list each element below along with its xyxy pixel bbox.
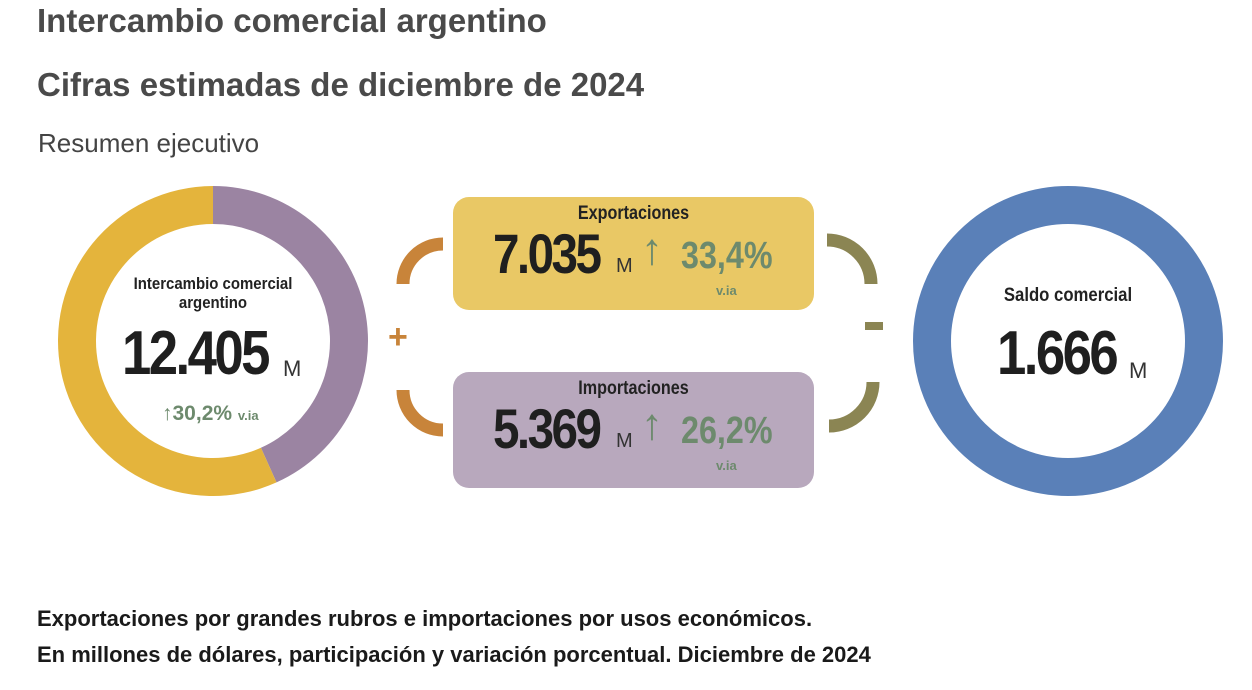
bracket-bottom-right: [828, 381, 880, 433]
saldo-unit: M: [1129, 358, 1148, 383]
page-subtitle: Cifras estimadas de diciembre de 2024: [37, 66, 645, 103]
exports-label: Exportaciones: [577, 203, 690, 224]
imports-box: Importaciones 5.369 M ↑ 26,2% v.ia: [453, 372, 814, 488]
intercambio-value-wrap: 12.405: [122, 318, 294, 389]
footer-line-1: Exportaciones por grandes rubros e impor…: [37, 606, 813, 631]
saldo-value-wrap: 1.666: [997, 318, 1137, 389]
intercambio-variation: ↑30,2% v.ia: [162, 402, 259, 426]
saldo-value: 1.666: [997, 319, 1119, 388]
imports-variation: 26,2%: [681, 410, 773, 452]
arrow-up-icon: ↑: [641, 225, 663, 274]
bracket-top-right: [826, 233, 878, 285]
imports-label: Importaciones: [578, 378, 689, 399]
imports-unit: M: [616, 430, 633, 452]
section-title: Resumen ejecutivo: [38, 128, 260, 158]
minus-brackets: [826, 233, 880, 433]
arrow-up-icon: ↑: [641, 400, 663, 449]
donut-slice-exportaciones: [58, 186, 277, 496]
minus-sign: [865, 322, 883, 330]
imports-variation-label: v.ia: [716, 458, 737, 473]
saldo-donut: [913, 186, 1223, 496]
intercambio-donut: [58, 186, 369, 496]
intercambio-value: 12.405: [122, 319, 270, 388]
variation-label: v.ia: [237, 408, 259, 423]
exports-value: 7.035: [493, 222, 602, 285]
donut-slice-saldo-comercial: [913, 186, 1223, 496]
exports-variation-label: v.ia: [716, 283, 737, 298]
bracket-top-left: [396, 237, 444, 285]
intercambio-label: Intercambio comercial argentino: [133, 274, 293, 312]
exports-box: Exportaciones 7.035 M ↑ 33,4% v.ia: [453, 197, 814, 310]
variation-value: 30,2%: [172, 402, 233, 425]
plus-sign: +: [388, 318, 408, 356]
intercambio-unit: M: [283, 356, 302, 381]
imports-value: 5.369: [493, 397, 602, 460]
saldo-label: Saldo comercial: [1003, 285, 1133, 306]
exports-unit: M: [616, 255, 633, 277]
arrow-up-icon: ↑: [162, 402, 173, 425]
bracket-bottom-left: [396, 389, 444, 437]
footer-line-2: En millones de dólares, participación y …: [37, 642, 871, 667]
plus-brackets: [396, 237, 444, 437]
donut-slice-importaciones: [213, 186, 369, 483]
page-title: Intercambio comercial argentino: [37, 2, 547, 39]
exports-variation: 33,4%: [681, 235, 773, 277]
